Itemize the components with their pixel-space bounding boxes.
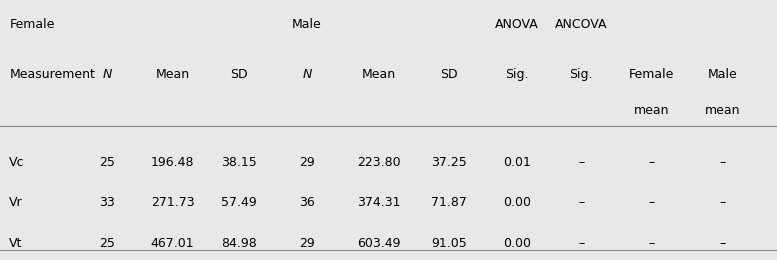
- Text: N: N: [302, 68, 312, 81]
- Text: N: N: [103, 68, 112, 81]
- Text: Female: Female: [9, 18, 54, 31]
- Text: 33: 33: [99, 196, 115, 209]
- Text: –: –: [578, 237, 584, 250]
- Text: 29: 29: [299, 237, 315, 250]
- Text: 25: 25: [99, 237, 115, 250]
- Text: –: –: [720, 196, 726, 209]
- Text: Mean: Mean: [362, 68, 396, 81]
- Text: –: –: [648, 237, 654, 250]
- Text: –: –: [578, 196, 584, 209]
- Text: 271.73: 271.73: [151, 196, 194, 209]
- Text: 91.05: 91.05: [431, 237, 467, 250]
- Text: Measurement: Measurement: [9, 68, 96, 81]
- Text: 196.48: 196.48: [151, 156, 194, 169]
- Text: 71.87: 71.87: [431, 196, 467, 209]
- Text: 0.00: 0.00: [503, 196, 531, 209]
- Text: 25: 25: [99, 156, 115, 169]
- Text: –: –: [720, 156, 726, 169]
- Text: Vt: Vt: [9, 237, 23, 250]
- Text: Male: Male: [292, 18, 322, 31]
- Text: 38.15: 38.15: [221, 156, 257, 169]
- Text: mean: mean: [705, 104, 740, 117]
- Text: –: –: [720, 237, 726, 250]
- Text: mean: mean: [633, 104, 669, 117]
- Text: Female: Female: [629, 68, 674, 81]
- Text: SD: SD: [441, 68, 458, 81]
- Text: 223.80: 223.80: [357, 156, 401, 169]
- Text: 603.49: 603.49: [357, 237, 401, 250]
- Text: Vc: Vc: [9, 156, 25, 169]
- Text: 29: 29: [299, 156, 315, 169]
- Text: Male: Male: [708, 68, 737, 81]
- Text: ANCOVA: ANCOVA: [555, 18, 608, 31]
- Text: 467.01: 467.01: [151, 237, 194, 250]
- Text: ANOVA: ANOVA: [495, 18, 538, 31]
- Text: –: –: [648, 196, 654, 209]
- Text: 84.98: 84.98: [221, 237, 257, 250]
- Text: 57.49: 57.49: [221, 196, 257, 209]
- Text: Vr: Vr: [9, 196, 23, 209]
- Text: Sig.: Sig.: [570, 68, 593, 81]
- Text: 0.01: 0.01: [503, 156, 531, 169]
- Text: 374.31: 374.31: [357, 196, 401, 209]
- Text: 36: 36: [299, 196, 315, 209]
- Text: 37.25: 37.25: [431, 156, 467, 169]
- Text: –: –: [578, 156, 584, 169]
- Text: 0.00: 0.00: [503, 237, 531, 250]
- Text: –: –: [648, 156, 654, 169]
- Text: Sig.: Sig.: [505, 68, 528, 81]
- Text: SD: SD: [231, 68, 248, 81]
- Text: Mean: Mean: [155, 68, 190, 81]
